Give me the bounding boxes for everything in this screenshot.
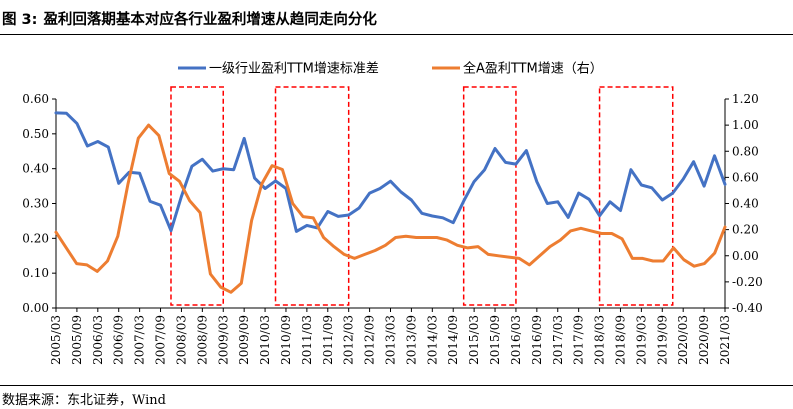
x-tick-label: 2014/03: [425, 315, 439, 365]
y-right-tick-label: 0.00: [732, 249, 759, 263]
highlight-period-box: [462, 86, 517, 306]
x-tick-label: 2017/09: [572, 315, 586, 365]
y-left-tick-label: 0.60: [22, 92, 49, 106]
x-tick-label: 2011/09: [321, 315, 335, 365]
series-layer: [54, 111, 727, 294]
series-line-standard-deviation: [54, 111, 727, 233]
x-tick-label: 2018/09: [613, 315, 627, 365]
y-right-tick-label: -0.40: [732, 301, 763, 315]
x-tick-label: 2016/03: [509, 315, 523, 365]
axes: 0.00 0.10 0.20 0.30 0.40 0.50 0.60 -0.40 -0.20 0.…: [22, 92, 763, 365]
figure-number: 图 3:: [2, 12, 38, 28]
x-tick-label: 2015/09: [488, 315, 502, 365]
legend: 一级行业盈利TTM增速标准差 全A盈利TTM增速（右）: [178, 61, 603, 77]
x-tick-label: 2015/03: [467, 315, 481, 365]
y-right-tick-label: 1.00: [732, 118, 759, 132]
footer-rule: [0, 385, 793, 386]
y-right-tick-label: 0.20: [732, 223, 759, 237]
x-tick-label: 2012/03: [342, 315, 356, 365]
highlight-period-box: [170, 86, 224, 306]
x-tick-label: 2006/09: [112, 315, 126, 365]
data-source-note: 数据来源：东北证券，Wind: [2, 393, 166, 408]
figure-title: 图 3: 盈利回落期基本对应各行业盈利增速从趋同走向分化: [2, 8, 377, 29]
x-tick-label: 2014/09: [446, 315, 460, 365]
y-left-tick-label: 0.40: [22, 162, 49, 176]
y-left-tick-label: 0.10: [22, 266, 49, 280]
y-right-tick-label: -0.20: [732, 275, 763, 289]
series-line-all-a-growth: [54, 123, 727, 294]
legend-label-all-a-growth: 全A盈利TTM增速（右）: [463, 61, 603, 77]
y-right-tick-label: 0.60: [732, 170, 759, 184]
y-left-tick-label: 0.30: [22, 197, 49, 211]
x-tick-label: 2006/03: [91, 315, 105, 365]
legend-label-standard-deviation: 一级行业盈利TTM增速标准差: [209, 62, 379, 77]
x-tick-label: 2008/09: [195, 315, 209, 365]
x-tick-label: 2016/09: [530, 315, 544, 365]
x-tick-label: 2008/03: [174, 315, 188, 365]
x-tick-label: 2013/03: [384, 315, 398, 365]
x-tick-label: 2013/09: [404, 315, 418, 365]
x-tick-label: 2017/03: [551, 315, 565, 365]
x-tick-label: 2020/09: [697, 315, 711, 365]
y-left-tick-label: 0.00: [22, 301, 49, 315]
y-right-tick-label: 0.40: [732, 197, 759, 211]
figure-title-text: 盈利回落期基本对应各行业盈利增速从趋同走向分化: [43, 12, 377, 28]
x-tick-label: 2010/09: [279, 315, 293, 365]
x-tick-label: 2007/09: [154, 315, 168, 365]
y-left-tick-label: 0.20: [22, 231, 49, 245]
y-left-tick-label: 0.50: [22, 127, 49, 141]
x-tick-label: 2018/03: [593, 315, 607, 365]
x-tick-label: 2010/03: [258, 315, 272, 365]
x-tick-label: 2021/03: [718, 315, 732, 365]
x-tick-label: 2009/03: [216, 315, 230, 365]
highlight-layer: [170, 86, 674, 306]
title-rule: [0, 34, 793, 35]
y-right-tick-label: 0.80: [732, 144, 759, 158]
highlight-period-box: [598, 86, 674, 306]
x-tick-label: 2009/09: [237, 315, 251, 365]
x-tick-label: 2019/09: [655, 315, 669, 365]
x-tick-label: 2005/03: [49, 315, 63, 365]
x-tick-label: 2012/09: [363, 315, 377, 365]
x-tick-label: 2011/03: [300, 315, 314, 365]
x-tick-label: 2005/09: [70, 315, 84, 365]
x-tick-label: 2020/03: [676, 315, 690, 365]
x-tick-label: 2019/03: [634, 315, 648, 365]
highlight-period-box: [274, 86, 350, 306]
y-right-tick-label: 1.20: [732, 92, 759, 106]
x-tick-label: 2007/03: [133, 315, 147, 365]
